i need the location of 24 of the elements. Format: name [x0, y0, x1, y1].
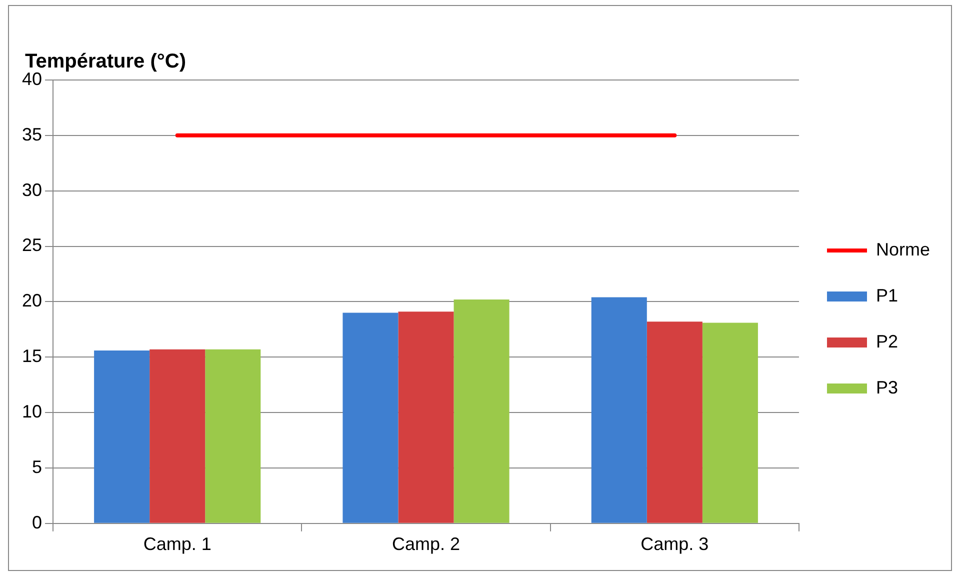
- bar: [454, 299, 510, 523]
- y-tick-label: 25: [22, 235, 42, 256]
- x-tick-label: Camp. 2: [392, 534, 460, 554]
- legend-label: P1: [876, 285, 898, 306]
- bar: [94, 350, 150, 523]
- legend-label: P2: [876, 331, 898, 352]
- legend-label: P3: [876, 377, 898, 398]
- legend-label: Norme: [876, 239, 930, 260]
- y-tick-label: 20: [22, 290, 42, 311]
- y-tick-label: 10: [22, 402, 42, 422]
- bar: [398, 312, 454, 523]
- y-tick-label: 30: [22, 180, 42, 200]
- x-tick-label: Camp. 3: [640, 534, 709, 554]
- bar: [702, 322, 758, 523]
- y-tick-label: 35: [22, 124, 42, 144]
- bar: [150, 349, 206, 523]
- y-tick-label: 15: [22, 346, 42, 366]
- x-tick-label: Camp. 1: [143, 534, 212, 554]
- bar: [646, 322, 702, 523]
- y-tick-label: 0: [32, 512, 42, 532]
- bar: [205, 349, 261, 523]
- bar: [591, 297, 647, 523]
- bar: [342, 312, 398, 523]
- y-tick-label: 5: [32, 456, 42, 477]
